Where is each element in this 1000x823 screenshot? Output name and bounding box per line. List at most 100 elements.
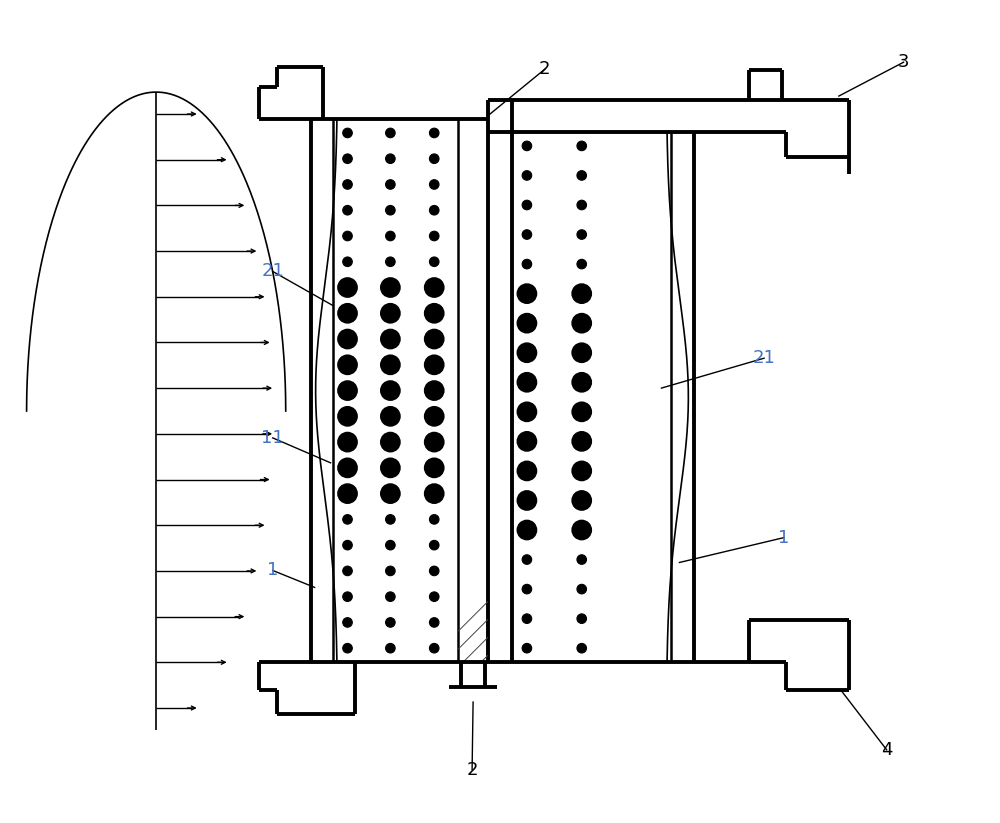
Circle shape [338,329,357,348]
Circle shape [429,644,439,653]
Circle shape [425,407,444,425]
Circle shape [386,179,395,189]
Circle shape [381,433,400,452]
Circle shape [343,128,352,137]
Circle shape [522,200,532,210]
Circle shape [429,617,439,627]
Circle shape [572,462,591,481]
Circle shape [517,520,536,540]
Circle shape [522,170,532,180]
Circle shape [386,206,395,215]
Text: 3: 3 [898,53,909,71]
Circle shape [577,259,587,269]
Circle shape [429,231,439,241]
Circle shape [429,154,439,164]
Circle shape [429,566,439,576]
Circle shape [338,458,357,477]
Circle shape [338,304,357,323]
Circle shape [522,230,532,239]
Circle shape [425,278,444,297]
Circle shape [386,592,395,602]
Circle shape [386,128,395,137]
Circle shape [381,407,400,425]
Circle shape [381,381,400,400]
Circle shape [572,284,591,303]
Circle shape [517,432,536,451]
Circle shape [577,141,587,151]
Circle shape [381,484,400,503]
Circle shape [386,231,395,241]
Circle shape [425,356,444,374]
Circle shape [429,592,439,602]
Circle shape [572,520,591,540]
Circle shape [381,304,400,323]
Circle shape [425,433,444,452]
Circle shape [429,128,439,137]
Circle shape [577,200,587,210]
Circle shape [343,541,352,550]
Circle shape [425,484,444,503]
Circle shape [343,179,352,189]
Circle shape [425,458,444,477]
Text: 1: 1 [267,561,278,579]
Circle shape [522,141,532,151]
Circle shape [343,592,352,602]
Text: 21: 21 [261,263,284,281]
Circle shape [343,231,352,241]
Circle shape [517,373,536,392]
Circle shape [572,314,591,332]
Circle shape [386,541,395,550]
Circle shape [425,381,444,400]
Circle shape [577,170,587,180]
Circle shape [517,284,536,303]
Circle shape [386,514,395,524]
Circle shape [338,278,357,297]
Circle shape [572,343,591,362]
Circle shape [425,329,444,348]
Circle shape [381,458,400,477]
Circle shape [386,566,395,576]
Circle shape [577,614,587,624]
Circle shape [425,304,444,323]
Circle shape [522,614,532,624]
Circle shape [572,373,591,392]
Circle shape [517,491,536,510]
Circle shape [522,259,532,269]
Circle shape [577,644,587,653]
Circle shape [343,154,352,164]
Circle shape [338,407,357,425]
Circle shape [386,617,395,627]
Circle shape [517,314,536,332]
Circle shape [429,514,439,524]
Circle shape [577,584,587,594]
Circle shape [338,381,357,400]
Text: 21: 21 [753,349,776,367]
Circle shape [338,433,357,452]
Circle shape [429,541,439,550]
Circle shape [343,514,352,524]
Circle shape [338,356,357,374]
Circle shape [429,257,439,267]
Circle shape [343,566,352,576]
Text: 4: 4 [881,741,892,759]
Circle shape [522,584,532,594]
Circle shape [522,644,532,653]
Circle shape [429,179,439,189]
Text: 11: 11 [261,429,284,447]
Text: 1: 1 [778,528,790,546]
Circle shape [517,343,536,362]
Circle shape [572,491,591,510]
Circle shape [572,432,591,451]
Circle shape [517,402,536,421]
Circle shape [522,555,532,565]
Circle shape [343,206,352,215]
Circle shape [577,555,587,565]
Circle shape [343,644,352,653]
Circle shape [338,484,357,503]
Circle shape [343,257,352,267]
Circle shape [386,644,395,653]
Circle shape [517,462,536,481]
Circle shape [386,154,395,164]
Circle shape [381,278,400,297]
Circle shape [572,402,591,421]
